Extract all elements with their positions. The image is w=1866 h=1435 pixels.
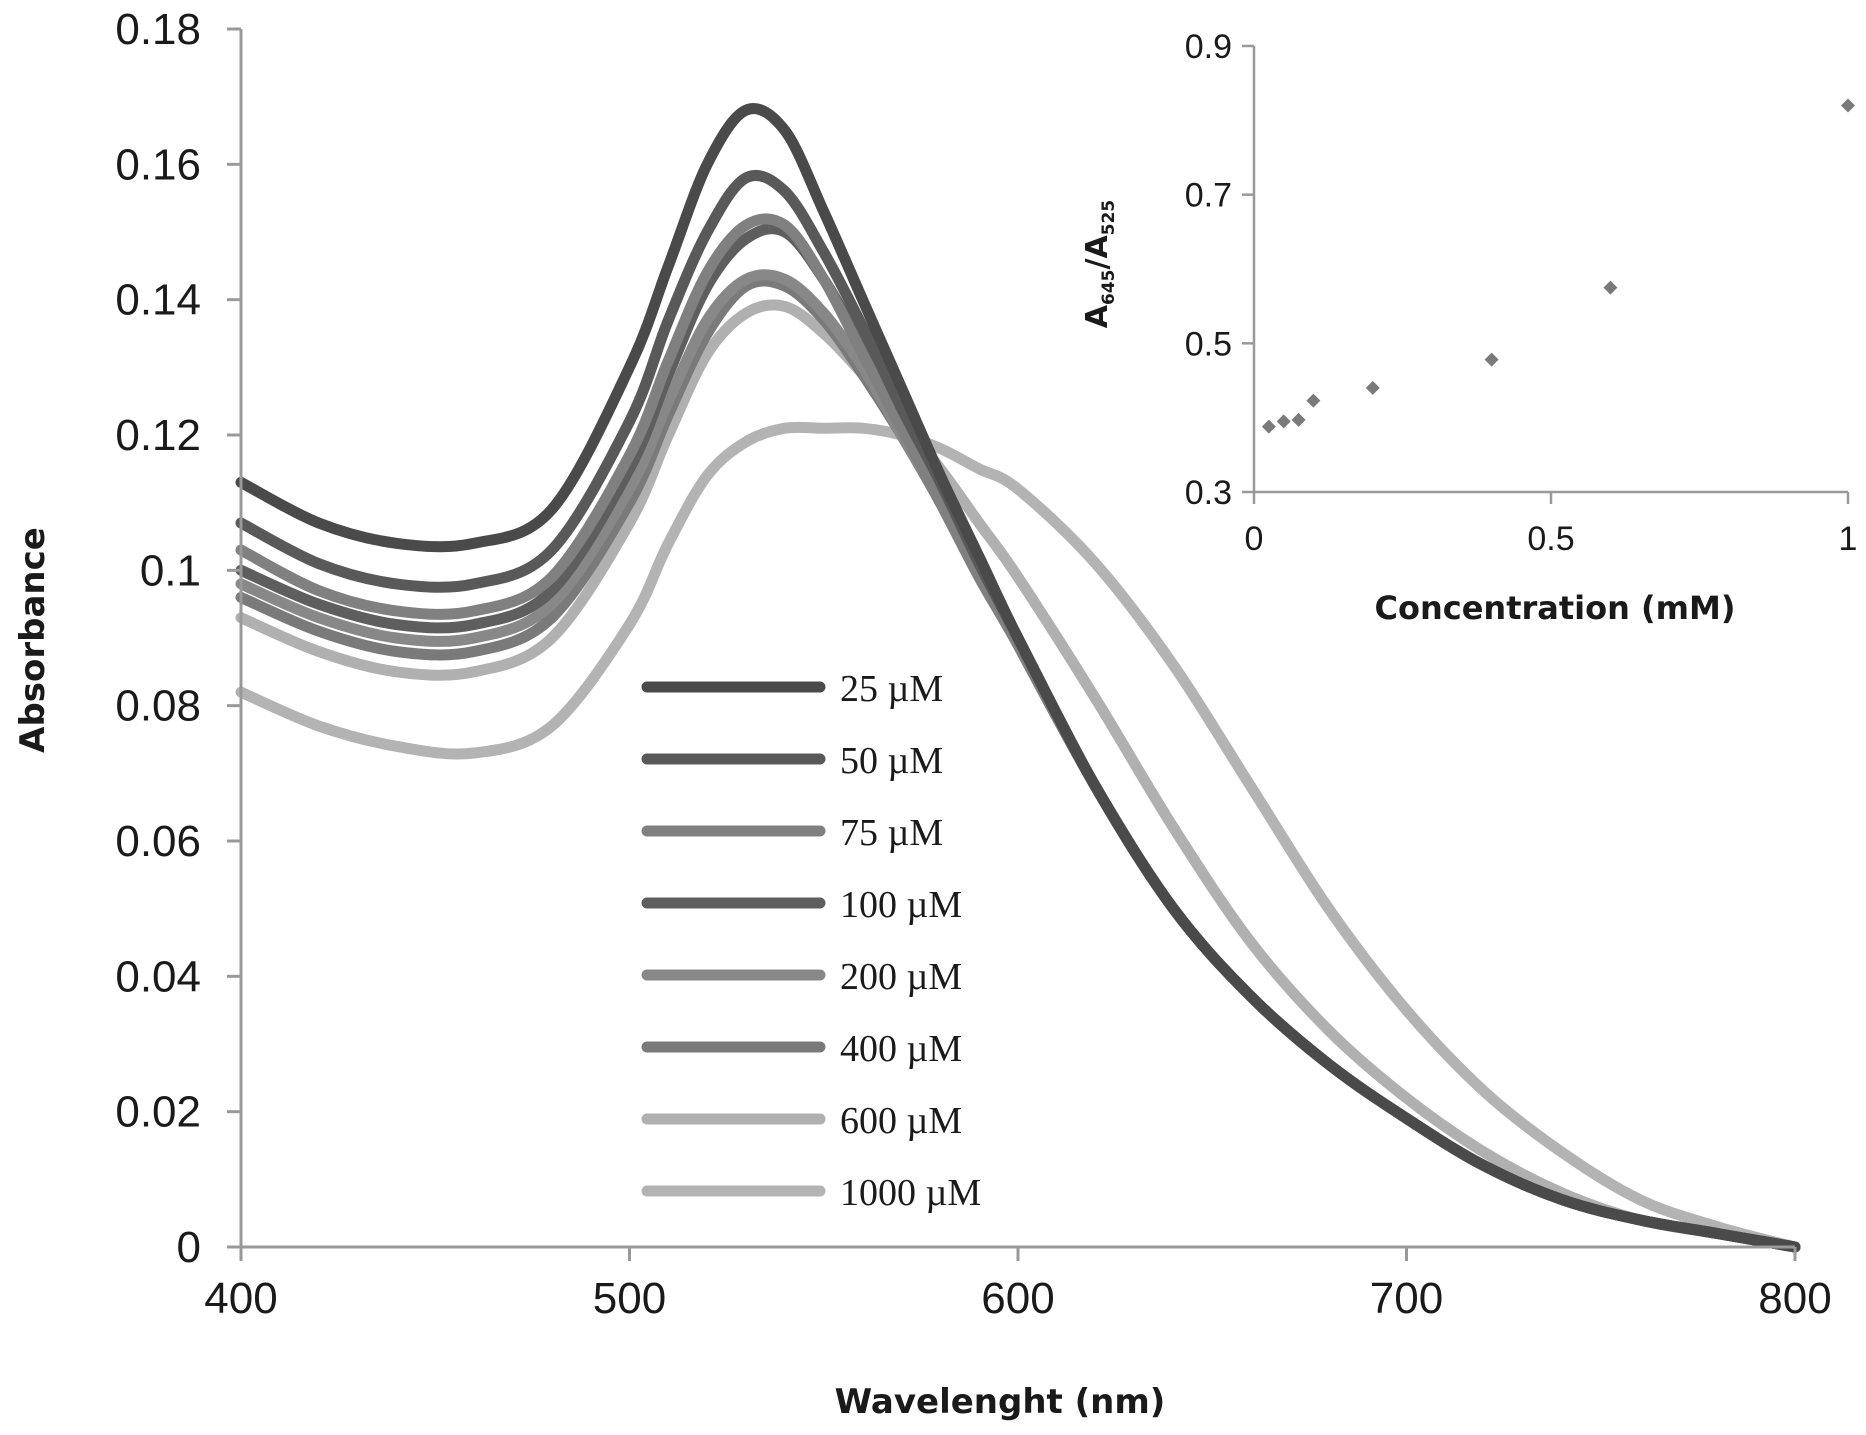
inset-y-title-sub2: 525 bbox=[1099, 200, 1119, 236]
y-tick-label: 0.14 bbox=[115, 276, 201, 325]
legend-label-400-m: 400 µM bbox=[840, 1028, 962, 1070]
inset-points bbox=[1261, 98, 1855, 434]
x-ticks: 400 500 600 700 800 bbox=[204, 1247, 1832, 1323]
y-tick-label: 0.02 bbox=[115, 1088, 201, 1137]
x-tick-label: 500 bbox=[593, 1274, 666, 1323]
y-tick-label: 0.08 bbox=[115, 682, 201, 731]
legend-label-100-m: 100 µM bbox=[840, 884, 962, 926]
x-axis-title: Wavelenght (nm) bbox=[835, 1382, 1166, 1422]
inset-x-tick-label: 0 bbox=[1245, 520, 1264, 558]
inset-point bbox=[1484, 352, 1499, 367]
y-ticks: 0 0.02 0.04 0.06 0.08 0.1 0.12 0.14 0.16 0.18 bbox=[115, 5, 241, 1272]
legend: 25 µM 50 µM 75 µM 100 µM 200 µM 400 µM 600 µM 1… bbox=[641, 668, 981, 1214]
inset-y-title-sub1: 645 bbox=[1099, 269, 1119, 305]
series-line-25-m bbox=[235, 103, 1801, 1253]
legend-label-25-m: 25 µM bbox=[840, 668, 943, 710]
y-tick-label: 0.06 bbox=[115, 817, 201, 866]
inset-y-axis-title: A645/A525 bbox=[1080, 200, 1119, 328]
series-line-400-m bbox=[235, 275, 1801, 1253]
inset-y-tick-label: 0.7 bbox=[1185, 177, 1232, 215]
inset-chart: 0.30.50.70.9 0 0.5 1 Concentration (mM) A6… bbox=[1080, 28, 1857, 627]
inset-point bbox=[1306, 393, 1321, 408]
inset-y-title-mid: /A bbox=[1080, 235, 1115, 270]
inset-y-title-a: A bbox=[1080, 304, 1115, 328]
legend-label-200-m: 200 µM bbox=[840, 956, 962, 998]
x-tick-label: 400 bbox=[204, 1274, 277, 1323]
y-tick-label: 0 bbox=[177, 1223, 201, 1272]
series-line-600-m bbox=[235, 299, 1801, 1253]
inset-x-tick-label: 1 bbox=[1839, 520, 1858, 558]
inset-y-tick-label: 0.9 bbox=[1185, 28, 1232, 66]
x-tick-label: 800 bbox=[1758, 1274, 1831, 1323]
inset-y-ticks: 0.3 0.5 0.7 0.9 bbox=[1185, 28, 1254, 512]
inset-point bbox=[1603, 280, 1618, 295]
y-tick-label: 0.18 bbox=[115, 5, 201, 54]
legend-label-600-m: 600 µM bbox=[840, 1100, 962, 1142]
legend-label-75-m: 75 µM bbox=[840, 812, 943, 854]
inset-point bbox=[1261, 419, 1276, 434]
series-line-75-m bbox=[235, 213, 1801, 1253]
y-tick-label: 0.04 bbox=[115, 952, 201, 1001]
legend-label-50-m: 50 µM bbox=[840, 740, 943, 782]
series-line-100-m bbox=[235, 223, 1801, 1253]
x-tick-label: 600 bbox=[981, 1274, 1054, 1323]
spectra-lines bbox=[235, 103, 1801, 1253]
x-tick-label: 700 bbox=[1370, 1274, 1443, 1323]
y-tick-label: 0.16 bbox=[115, 140, 201, 189]
legend-label-1000-m: 1000 µM bbox=[840, 1172, 981, 1214]
inset-x-axis-title: Concentration (mM) bbox=[1375, 589, 1736, 627]
main-chart: 0 0.02 0.04 0.06 0.08 0.1 0.12 0.14 0.16 0.18 400… bbox=[13, 5, 1832, 1422]
inset-y-tick-label: 0.5 bbox=[1185, 325, 1232, 363]
inset-y-tick-label: 0.3 bbox=[1185, 474, 1232, 512]
series-line-1000-m bbox=[235, 421, 1801, 1253]
inset-point bbox=[1841, 98, 1855, 113]
inset-point bbox=[1291, 412, 1306, 427]
y-tick-label: 0.12 bbox=[115, 411, 201, 460]
inset-x-ticks: 0 0.5 1 bbox=[1245, 492, 1858, 558]
y-axis-title: Absorbance bbox=[13, 527, 53, 753]
inset-x-tick-label: 0.5 bbox=[1527, 520, 1574, 558]
y-tick-label: 0.1 bbox=[140, 546, 201, 595]
inset-point bbox=[1276, 414, 1291, 429]
series-line-200-m bbox=[235, 269, 1801, 1253]
series-line-50-m bbox=[235, 169, 1801, 1253]
inset-point bbox=[1365, 380, 1380, 395]
